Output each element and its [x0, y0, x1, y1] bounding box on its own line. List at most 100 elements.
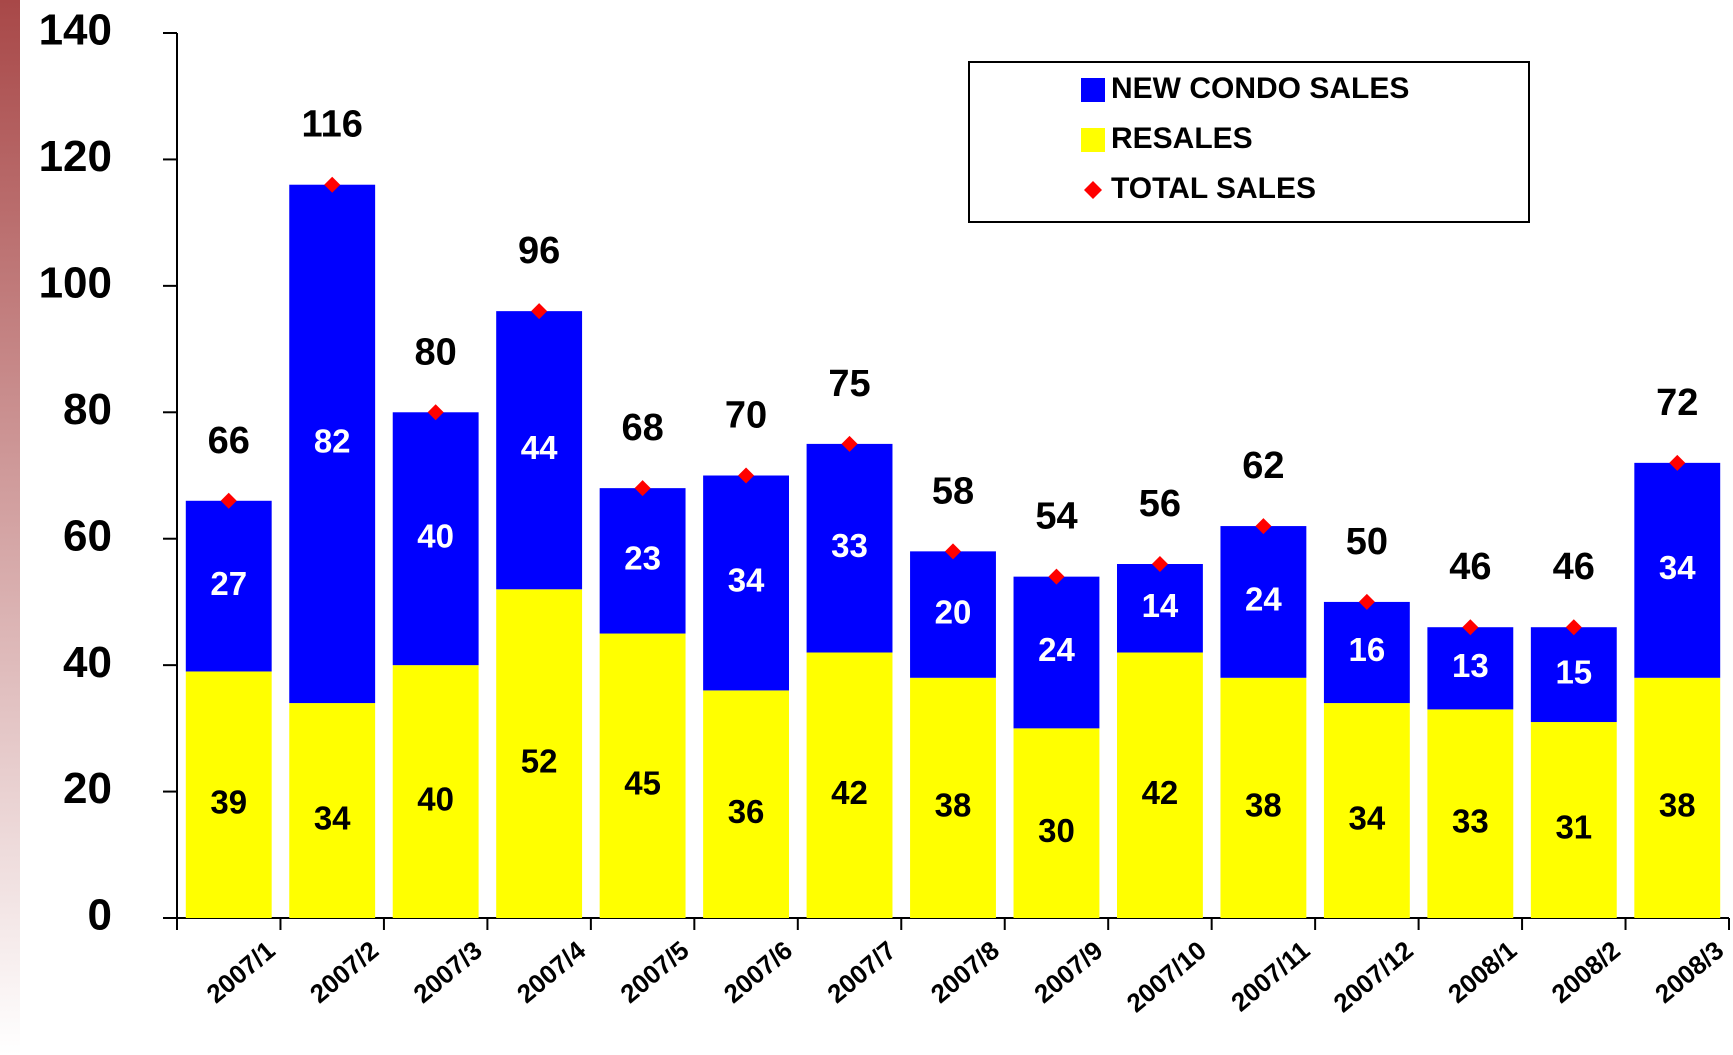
edge-decoration: [0, 0, 20, 1055]
value-label-resales: 38: [935, 787, 972, 824]
total-marker: [531, 303, 548, 320]
value-label-new-condo: 40: [417, 517, 454, 554]
x-tick-label: 2007/2: [304, 935, 384, 1009]
total-marker: [1048, 568, 1065, 585]
value-label-new-condo: 15: [1555, 653, 1592, 690]
value-label-total: 66: [208, 420, 250, 462]
y-tick-label: 0: [88, 891, 112, 940]
value-label-new-condo: 16: [1349, 631, 1386, 668]
x-tick-label: 2007/6: [718, 935, 798, 1009]
value-label-resales: 34: [314, 799, 351, 836]
x-tick-label: 2007/9: [1028, 935, 1108, 1009]
value-label-resales: 42: [1142, 774, 1179, 811]
x-tick-label: 2008/3: [1649, 935, 1729, 1009]
bar-new-condo: [1427, 627, 1514, 710]
bar-resales: [1116, 652, 1203, 918]
total-marker: [1255, 518, 1272, 535]
bar-new-condo: [599, 488, 686, 634]
bar-new-condo: [703, 475, 790, 691]
value-label-total: 54: [1035, 496, 1077, 538]
x-tick-label: 2007/4: [511, 935, 592, 1009]
x-tick-label: 2008/1: [1442, 935, 1522, 1009]
bar-resales: [1530, 722, 1617, 918]
bar-resales: [1013, 728, 1100, 918]
x-tick-label: 2008/2: [1546, 935, 1626, 1009]
y-tick-label: 20: [63, 764, 112, 813]
value-label-new-condo: 44: [521, 429, 558, 466]
legend-label: NEW CONDO SALES: [1111, 72, 1409, 105]
x-tick-label: 2007/3: [407, 935, 487, 1009]
value-label-resales: 45: [624, 764, 661, 801]
bar-new-condo: [1013, 576, 1100, 729]
value-label-resales: 42: [831, 774, 868, 811]
total-marker: [738, 467, 755, 484]
y-tick-label: 80: [63, 385, 112, 434]
value-label-new-condo: 27: [210, 565, 247, 602]
value-label-total: 46: [1449, 546, 1491, 588]
bar-resales: [1323, 703, 1410, 918]
x-tick-label: 2007/12: [1328, 935, 1419, 1018]
value-label-resales: 52: [521, 742, 558, 779]
total-marker: [634, 480, 651, 497]
bar-new-condo: [392, 412, 479, 666]
y-tick-label: 40: [63, 638, 112, 687]
value-label-new-condo: 34: [728, 562, 765, 599]
value-label-total: 56: [1139, 483, 1181, 525]
x-tick-label: 2007/1: [201, 935, 281, 1009]
value-label-resales: 36: [728, 793, 765, 830]
value-label-new-condo: 14: [1142, 587, 1179, 624]
bar-resales: [599, 633, 686, 918]
value-label-total: 68: [621, 407, 663, 449]
value-label-new-condo: 23: [624, 540, 661, 577]
bar-resales: [806, 652, 893, 918]
total-marker: [945, 543, 961, 560]
value-label-total: 116: [302, 104, 363, 146]
value-label-resales: 38: [1245, 787, 1282, 824]
value-label-new-condo: 20: [935, 593, 972, 630]
legend-label: TOTAL SALES: [1111, 172, 1316, 205]
value-label-new-condo: 82: [314, 423, 351, 460]
value-label-total: 72: [1656, 382, 1698, 424]
legend-box: [968, 61, 1530, 223]
value-label-resales: 30: [1038, 812, 1075, 849]
value-label-total: 80: [415, 331, 457, 373]
bar-resales: [1220, 677, 1307, 918]
value-label-total: 96: [518, 230, 560, 272]
legend-swatch: [1084, 181, 1102, 199]
value-label-new-condo: 24: [1245, 581, 1282, 618]
bar-new-condo: [806, 443, 893, 653]
x-tick-label: 2007/10: [1121, 935, 1212, 1018]
x-tick-label: 2007/8: [925, 935, 1005, 1009]
value-label-new-condo: 24: [1038, 631, 1075, 668]
value-label-resales: 33: [1452, 802, 1489, 839]
y-tick-label: 60: [63, 511, 112, 560]
bar-new-condo: [1116, 564, 1203, 653]
total-marker: [1669, 454, 1686, 471]
total-marker: [427, 404, 444, 421]
value-label-total: 50: [1346, 521, 1388, 563]
bar-new-condo: [910, 551, 996, 678]
total-marker: [1462, 619, 1479, 636]
value-label-resales: 38: [1659, 787, 1696, 824]
x-tick-label: 2007/7: [821, 935, 901, 1009]
bar-new-condo: [1530, 627, 1617, 723]
bar-new-condo: [185, 500, 272, 672]
value-label-resales: 39: [210, 783, 247, 820]
total-marker: [220, 492, 237, 509]
legend-swatch: [1081, 128, 1105, 152]
total-marker: [1151, 556, 1168, 572]
value-label-new-condo: 34: [1659, 549, 1696, 586]
value-label-resales: 34: [1349, 799, 1386, 836]
value-label-new-condo: 33: [831, 527, 868, 564]
bar-resales: [496, 589, 583, 918]
value-label-total: 46: [1553, 546, 1595, 588]
value-label-total: 70: [725, 395, 767, 437]
y-tick-label: 120: [39, 132, 112, 181]
bar-resales: [703, 690, 790, 918]
value-label-total: 62: [1242, 445, 1284, 487]
bar-resales: [1634, 677, 1721, 918]
legend-swatch: [1081, 78, 1105, 102]
total-marker: [1565, 619, 1582, 636]
